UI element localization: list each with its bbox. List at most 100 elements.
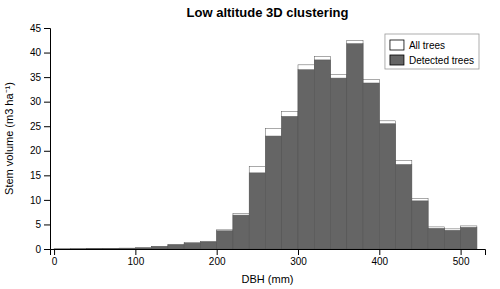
bar bbox=[119, 248, 135, 249]
y-tick-label: 10 bbox=[30, 195, 42, 206]
x-tick: 500 bbox=[453, 249, 470, 267]
y-tick: 30 bbox=[30, 96, 50, 107]
bar bbox=[200, 241, 216, 249]
x-tick: 200 bbox=[209, 249, 226, 267]
y-tick: 40 bbox=[30, 47, 50, 58]
bar bbox=[87, 248, 103, 249]
y-tick: 5 bbox=[35, 219, 50, 230]
y-tick-mark bbox=[44, 126, 50, 127]
bar bbox=[331, 75, 347, 249]
legend-item: All trees bbox=[390, 40, 445, 51]
bar bbox=[233, 215, 249, 249]
bar-series bbox=[54, 40, 477, 249]
bar bbox=[331, 78, 347, 249]
x-tick-mark bbox=[298, 249, 299, 255]
bar bbox=[428, 228, 444, 249]
bar bbox=[87, 248, 103, 249]
bar bbox=[282, 111, 298, 249]
bar bbox=[298, 70, 314, 249]
bar bbox=[168, 245, 184, 249]
y-tick-mark bbox=[44, 77, 50, 78]
bar bbox=[249, 173, 265, 249]
x-tick-label: 0 bbox=[52, 256, 58, 267]
x-tick-label: 500 bbox=[453, 256, 470, 267]
y-tick: 0 bbox=[35, 244, 50, 255]
y-tick-label: 45 bbox=[30, 23, 42, 34]
bar bbox=[249, 166, 265, 249]
x-tick: 100 bbox=[128, 249, 145, 267]
y-tick-label: 15 bbox=[30, 170, 42, 181]
bar bbox=[363, 83, 379, 249]
bar bbox=[152, 246, 168, 249]
bar bbox=[168, 245, 184, 249]
bar bbox=[54, 248, 70, 249]
y-axis-line bbox=[44, 29, 51, 250]
y-tick-mark bbox=[44, 151, 50, 152]
x-tick: 0 bbox=[52, 249, 58, 267]
bar bbox=[54, 248, 70, 249]
y-tick-label: 40 bbox=[30, 47, 42, 58]
legend-label: All trees bbox=[409, 40, 445, 51]
bar bbox=[135, 248, 151, 249]
x-tick: 400 bbox=[371, 249, 388, 267]
bar bbox=[135, 248, 151, 249]
bar bbox=[461, 227, 477, 249]
y-tick-label: 25 bbox=[30, 121, 42, 132]
bar bbox=[119, 248, 135, 249]
bar bbox=[184, 243, 200, 249]
y-tick: 25 bbox=[30, 121, 50, 132]
chart: 0100200300400500051015202530354045Low al… bbox=[0, 0, 500, 289]
x-axis: 0 100 200 300 400 500 bbox=[51, 249, 486, 267]
x-tick-mark bbox=[217, 249, 218, 255]
bar bbox=[103, 248, 119, 249]
y-tick-mark bbox=[44, 53, 50, 54]
legend: All trees Detected trees bbox=[385, 34, 479, 69]
bar bbox=[233, 214, 249, 249]
bar bbox=[396, 165, 412, 249]
y-tick-mark bbox=[44, 28, 50, 29]
bar bbox=[265, 129, 281, 249]
y-tick-mark bbox=[44, 175, 50, 176]
bar bbox=[217, 230, 233, 249]
x-tick-mark bbox=[379, 249, 380, 255]
legend-swatch bbox=[390, 40, 404, 50]
bar bbox=[282, 116, 298, 249]
x-tick-label: 300 bbox=[290, 256, 307, 267]
legend-swatch bbox=[390, 55, 404, 65]
legend-label: Detected trees bbox=[409, 55, 474, 66]
bar bbox=[298, 65, 314, 249]
bar bbox=[314, 56, 330, 249]
bar bbox=[347, 40, 363, 249]
x-axis-title: DBH (mm) bbox=[242, 273, 294, 285]
bar bbox=[444, 230, 460, 249]
bar bbox=[152, 247, 168, 249]
y-axis-title: Stem volume (m3 ha⁻¹) bbox=[3, 82, 15, 195]
y-tick-label: 5 bbox=[35, 219, 41, 230]
y-tick: 45 bbox=[30, 23, 50, 34]
bar bbox=[461, 226, 477, 249]
y-tick: 15 bbox=[30, 170, 50, 181]
bar bbox=[184, 243, 200, 249]
y-tick: 35 bbox=[30, 72, 50, 83]
y-axis: 0 5 10 15 20 25 30 35 40 45 bbox=[30, 23, 51, 255]
legend-box bbox=[385, 34, 479, 69]
bar bbox=[265, 136, 281, 249]
x-tick-mark bbox=[461, 249, 462, 255]
y-tick-label: 0 bbox=[35, 244, 41, 255]
bar bbox=[363, 80, 379, 249]
bar bbox=[428, 227, 444, 249]
x-axis-line bbox=[51, 250, 486, 256]
bar bbox=[347, 44, 363, 249]
x-tick-label: 400 bbox=[371, 256, 388, 267]
y-tick-label: 30 bbox=[30, 96, 42, 107]
x-tick-label: 200 bbox=[209, 256, 226, 267]
bar bbox=[379, 121, 395, 249]
y-tick-mark bbox=[44, 102, 50, 103]
bar bbox=[444, 229, 460, 249]
bar bbox=[412, 198, 428, 249]
bar bbox=[200, 242, 216, 249]
x-tick-mark bbox=[54, 249, 55, 255]
bar bbox=[314, 60, 330, 249]
y-tick-label: 20 bbox=[30, 145, 42, 156]
bar bbox=[70, 248, 86, 249]
